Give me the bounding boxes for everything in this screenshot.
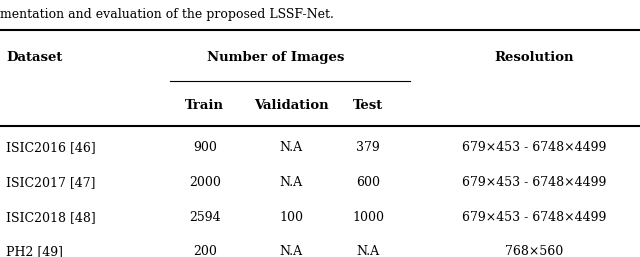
Text: N.A: N.A xyxy=(280,176,303,189)
Text: ISIC2017 [47]: ISIC2017 [47] xyxy=(6,176,96,189)
Text: Resolution: Resolution xyxy=(495,51,574,64)
Text: 768×560: 768×560 xyxy=(505,245,564,257)
Text: PH2 [49]: PH2 [49] xyxy=(6,245,63,257)
Text: Number of Images: Number of Images xyxy=(207,51,344,64)
Text: N.A: N.A xyxy=(356,245,380,257)
Text: 2000: 2000 xyxy=(189,176,221,189)
Text: 379: 379 xyxy=(356,141,380,154)
Text: ISIC2018 [48]: ISIC2018 [48] xyxy=(6,211,96,224)
Text: Dataset: Dataset xyxy=(6,51,63,64)
Text: 200: 200 xyxy=(193,245,217,257)
Text: 679×453 - 6748×4499: 679×453 - 6748×4499 xyxy=(462,141,607,154)
Text: 900: 900 xyxy=(193,141,217,154)
Text: 2594: 2594 xyxy=(189,211,221,224)
Text: 679×453 - 6748×4499: 679×453 - 6748×4499 xyxy=(462,211,607,224)
Text: 600: 600 xyxy=(356,176,380,189)
Text: 100: 100 xyxy=(279,211,303,224)
Text: Test: Test xyxy=(353,99,383,112)
Text: 1000: 1000 xyxy=(352,211,384,224)
Text: Train: Train xyxy=(186,99,224,112)
Text: Validation: Validation xyxy=(254,99,328,112)
Text: ISIC2016 [46]: ISIC2016 [46] xyxy=(6,141,96,154)
Text: mentation and evaluation of the proposed LSSF-Net.: mentation and evaluation of the proposed… xyxy=(0,8,334,21)
Text: 679×453 - 6748×4499: 679×453 - 6748×4499 xyxy=(462,176,607,189)
Text: N.A: N.A xyxy=(280,245,303,257)
Text: N.A: N.A xyxy=(280,141,303,154)
